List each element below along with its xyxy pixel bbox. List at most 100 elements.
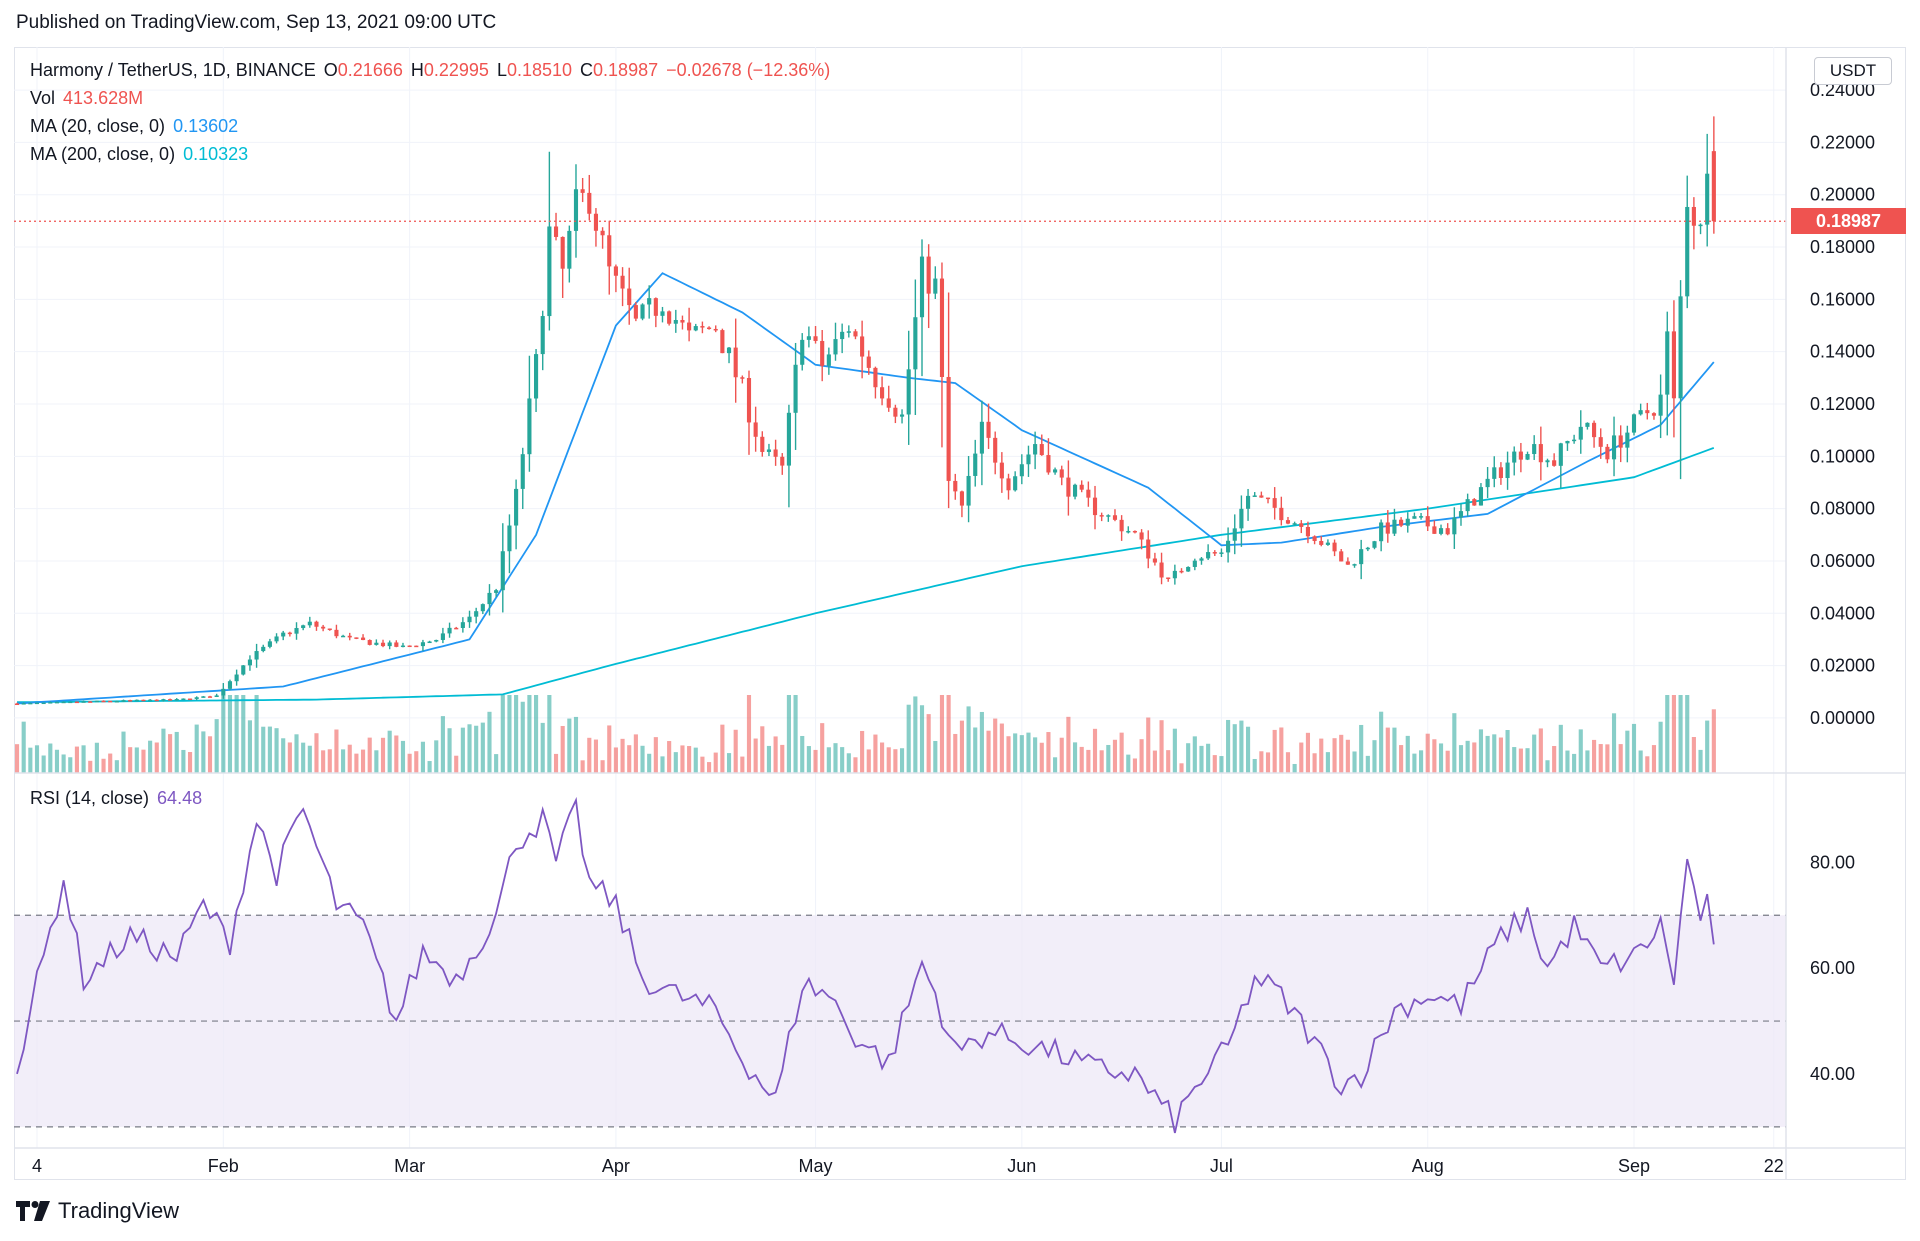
ma200-legend: MA (200, close, 0) 0.10323 [30, 144, 256, 165]
volume-bar [1611, 713, 1617, 773]
candle-body [1059, 469, 1064, 478]
candle-body [447, 627, 452, 634]
candle-body [1312, 536, 1317, 541]
candles [14, 116, 1786, 706]
candle-body [713, 328, 718, 331]
candle-body [380, 642, 386, 647]
rsi-panel [14, 796, 1786, 1134]
candle-body [274, 636, 279, 642]
volume-bar [261, 726, 266, 773]
candle-body [533, 354, 539, 399]
volume-bar [593, 739, 599, 773]
volume-bar [1305, 732, 1311, 773]
candle-body [1505, 462, 1510, 478]
volume-bar [1119, 732, 1124, 773]
volume-bar [427, 761, 432, 773]
candle-body [726, 347, 732, 354]
candle-body [587, 192, 592, 214]
candle-body [141, 699, 146, 702]
volume-bar [853, 757, 858, 773]
candle-body [374, 642, 379, 645]
candle-body [1112, 515, 1118, 520]
time-tick-label: Apr [602, 1156, 630, 1176]
candle-body [1166, 577, 1171, 580]
candle-body [440, 633, 445, 640]
volume-bar [307, 745, 312, 773]
volume-bars [14, 695, 1716, 773]
candle-body [128, 700, 133, 702]
candle-body [1365, 547, 1370, 550]
volume-bar [321, 750, 326, 773]
candle-body [194, 697, 199, 699]
candle-body [1518, 451, 1523, 460]
volume-bar [1492, 734, 1497, 773]
volume-bar [201, 731, 206, 773]
ma20-value: 0.13602 [173, 116, 239, 136]
volume-bar [1538, 728, 1543, 773]
volume-bar [460, 727, 465, 773]
candle-body [1685, 206, 1690, 297]
candle-body [913, 317, 918, 370]
tradingview-logo[interactable]: TradingView [16, 1198, 179, 1224]
volume-bar [81, 745, 86, 773]
volume-bar [168, 734, 173, 773]
volume-bar [174, 731, 179, 773]
candle-body [234, 674, 239, 682]
candle-body [1212, 552, 1217, 554]
candle-body [840, 331, 845, 340]
price-tick-label: 0.02000 [1810, 656, 1875, 676]
volume-bar [973, 727, 978, 773]
ma200-label: MA (200, close, 0) [30, 144, 176, 164]
volume-bar [553, 753, 559, 773]
volume-bar [1552, 745, 1557, 773]
volume-bar [61, 754, 66, 773]
candle-body [154, 699, 159, 702]
candle-body [979, 421, 984, 454]
candle-body [926, 256, 931, 294]
candle-body [893, 407, 898, 417]
time-tick-label: Jul [1210, 1156, 1233, 1176]
candle-body [993, 437, 998, 463]
candle-body [394, 642, 399, 647]
volume-bar [134, 747, 139, 773]
volume-bar [1053, 757, 1058, 773]
low-label: L [496, 60, 507, 80]
volume-bar [939, 695, 945, 773]
candle-body [567, 230, 572, 269]
volume-bar [866, 749, 871, 773]
volume-bar [454, 755, 459, 773]
candle-body [627, 288, 632, 306]
candle-body [740, 377, 745, 379]
candle-body [1179, 570, 1184, 573]
volume-bar [860, 730, 865, 773]
volume-bar [108, 753, 113, 773]
candle-body [174, 699, 179, 701]
candle-body [1292, 523, 1297, 525]
volume-bar [1352, 751, 1357, 773]
volume-bar [627, 745, 632, 773]
volume-bar [341, 749, 346, 773]
volume-bar [154, 742, 159, 773]
candle-body [1332, 542, 1337, 552]
volume-bar [707, 762, 712, 773]
candle-body [607, 235, 612, 267]
currency-unit-button[interactable]: USDT [1814, 57, 1892, 85]
volume-bar [354, 753, 359, 773]
volume-bar [893, 749, 898, 773]
volume-bar [1452, 713, 1457, 773]
candle-body [793, 364, 798, 413]
candle-body [1299, 523, 1304, 527]
volume-bar [806, 746, 811, 773]
candle-body [946, 376, 951, 481]
candle-body [321, 626, 326, 629]
candle-body [281, 632, 286, 637]
volume-bar [726, 753, 732, 773]
candle-body [1106, 515, 1111, 517]
volume-bar [533, 695, 539, 773]
candle-body [28, 702, 33, 705]
volume-bar [906, 704, 911, 773]
candle-body [1478, 487, 1484, 506]
candle-body [1139, 532, 1144, 540]
volume-bar [720, 724, 725, 773]
